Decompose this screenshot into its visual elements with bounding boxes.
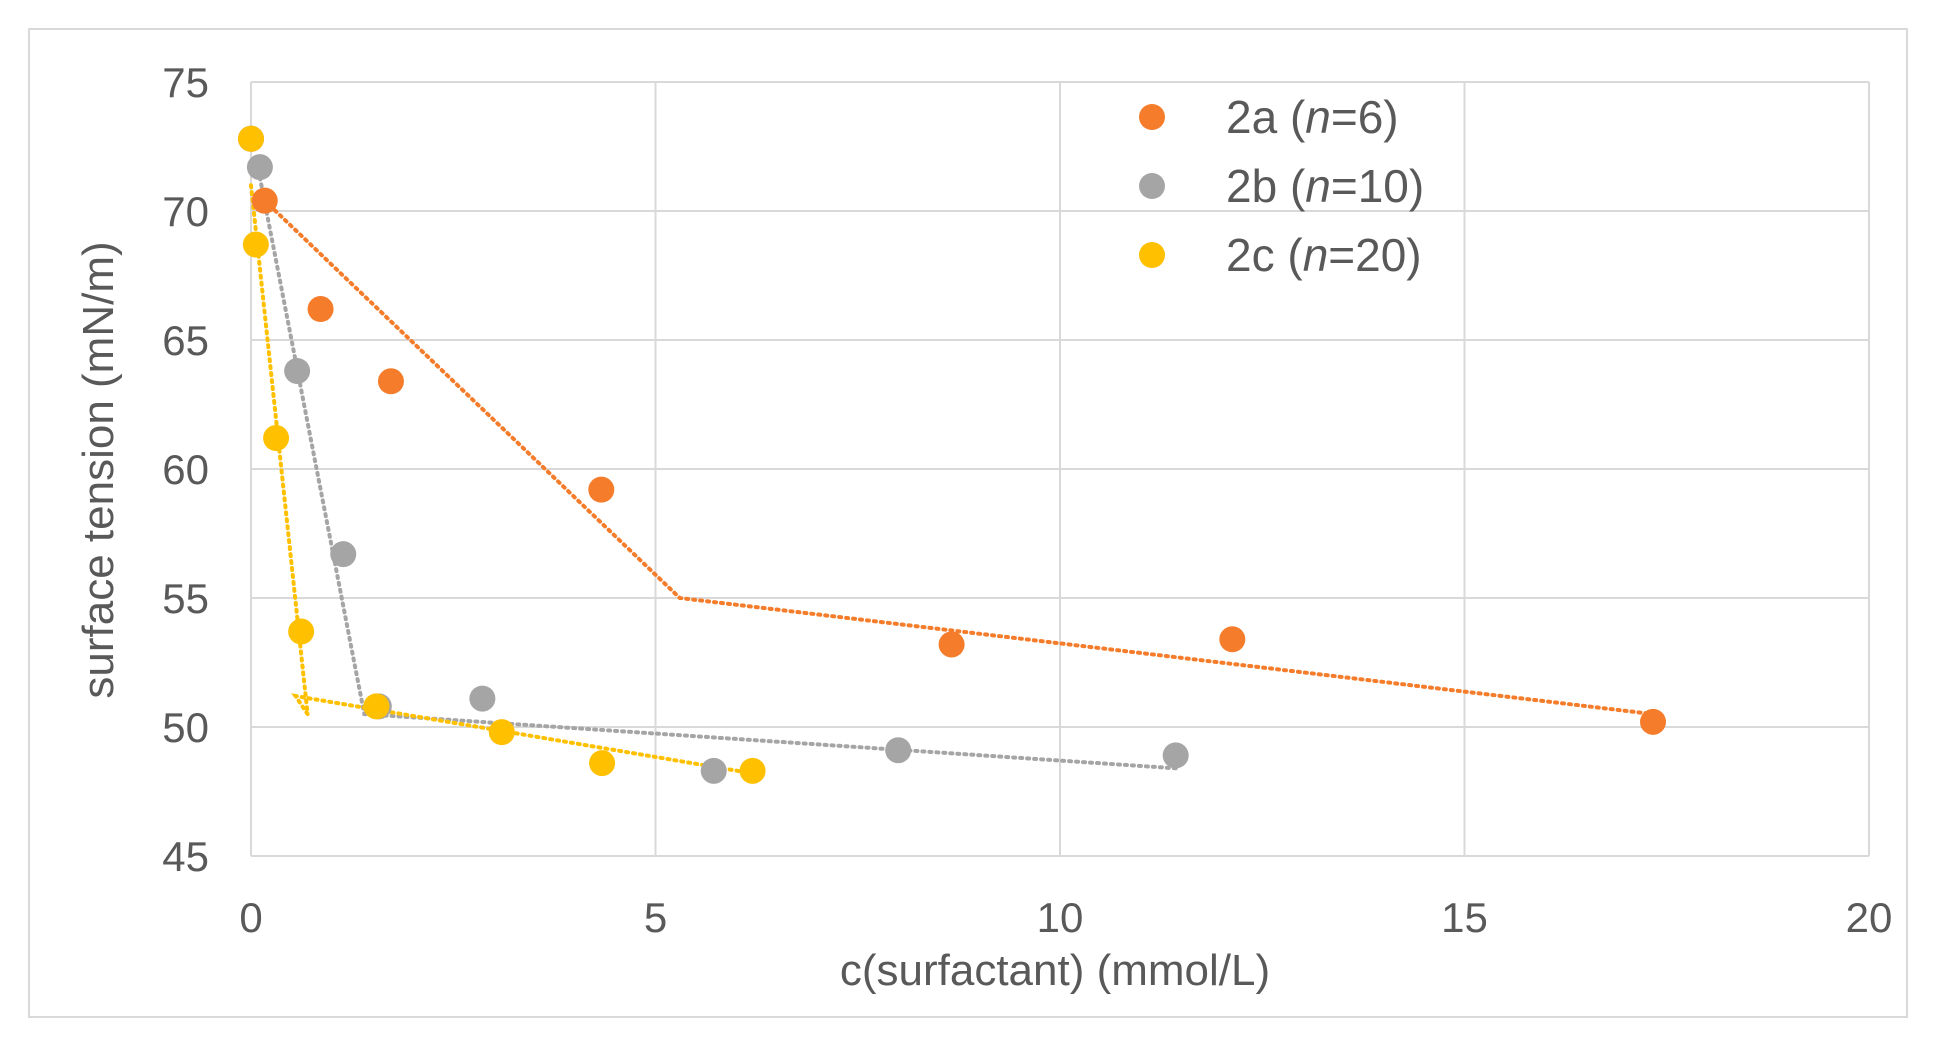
trendline-series-1 (262, 198, 1655, 717)
trendline-series-2 (257, 175, 1178, 771)
data-point (363, 693, 390, 720)
trendline-series-3 (249, 183, 755, 776)
y-tick-label: 65 (162, 317, 209, 364)
x-tick-label: 15 (1441, 894, 1488, 941)
data-point (700, 757, 727, 784)
legend: 2a (n=6) 2b (n=10) 2c (n=20) (1139, 91, 1424, 281)
x-tick-label: 20 (1846, 894, 1893, 941)
data-points (238, 125, 1666, 784)
y-tick-label: 70 (162, 188, 209, 235)
tick-labels: 45 50 55 60 65 70 75 0 5 10 15 20 (162, 59, 1892, 941)
data-point (488, 719, 515, 746)
data-point (1639, 708, 1666, 735)
y-tick-label: 50 (162, 704, 209, 751)
legend-label: 2b (n=10) (1226, 160, 1424, 212)
data-point (284, 357, 311, 384)
legend-label: 2c (n=20) (1226, 229, 1422, 281)
trendlines (249, 175, 1655, 776)
data-point (469, 685, 496, 712)
legend-marker (1139, 242, 1165, 268)
grid-lines (250, 81, 1870, 857)
data-point (246, 154, 273, 181)
data-point (242, 231, 269, 258)
data-point (885, 737, 912, 764)
data-point (330, 541, 357, 568)
y-tick-label: 75 (162, 59, 209, 106)
data-point (251, 187, 278, 214)
chart-frame (28, 28, 1908, 1018)
y-tick-label: 45 (162, 833, 209, 880)
x-tick-label: 5 (644, 894, 667, 941)
data-point (938, 631, 965, 658)
data-point (739, 757, 766, 784)
data-point (589, 750, 616, 777)
x-axis-title: c(surfactant) (mmol/L) (840, 946, 1270, 995)
x-tick-label: 10 (1037, 894, 1084, 941)
legend-label: 2a (n=6) (1226, 91, 1399, 143)
data-point (263, 425, 290, 452)
y-tick-label: 60 (162, 446, 209, 493)
data-point (307, 296, 334, 323)
data-point (238, 125, 264, 152)
y-axis-title: surface tension (mN/m) (74, 241, 123, 698)
legend-marker (1139, 104, 1165, 130)
data-point (1219, 626, 1246, 653)
legend-marker (1139, 173, 1165, 199)
data-point (288, 618, 315, 645)
data-point (588, 476, 615, 503)
data-point (1162, 742, 1189, 769)
x-tick-label: 0 (239, 894, 262, 941)
y-tick-label: 55 (162, 575, 209, 622)
data-point (377, 368, 404, 395)
